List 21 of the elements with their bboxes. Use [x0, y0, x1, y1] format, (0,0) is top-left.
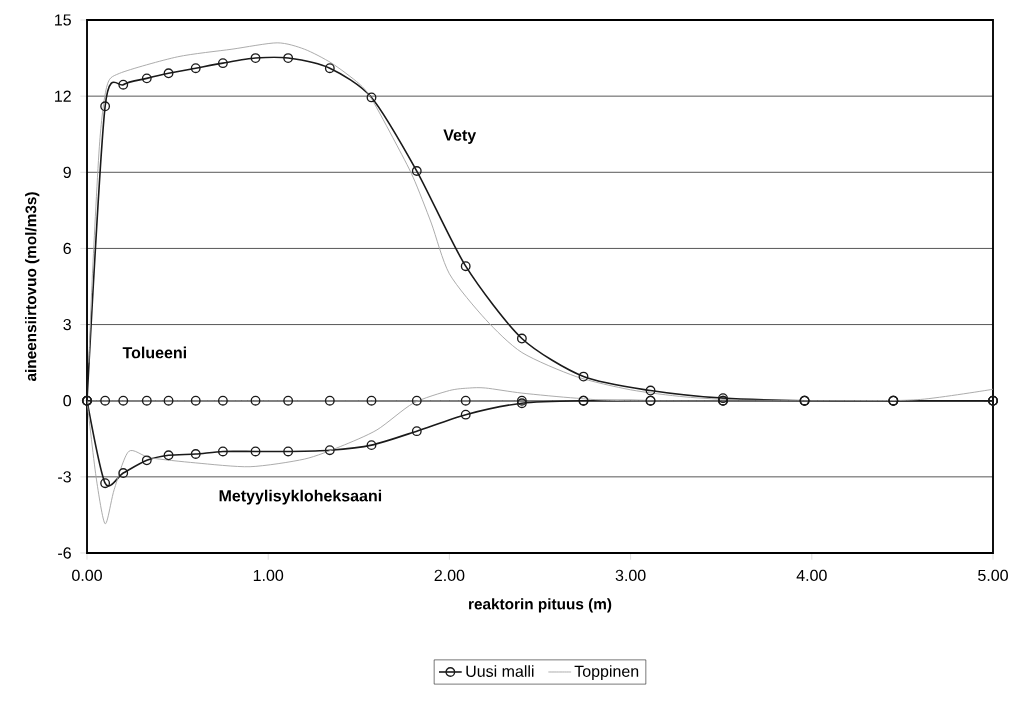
annotation: Tolueeni [122, 346, 186, 359]
x-tick-label: 0.00 [72, 569, 102, 582]
y-tick-label: -3 [58, 471, 71, 483]
annotation: Metyylisykloheksaani [219, 489, 382, 505]
y-tick-label: 15 [55, 14, 71, 26]
annotation: Vety [443, 129, 477, 144]
legend-label: Toppinen [574, 665, 639, 681]
x-tick-label: 3.00 [615, 569, 646, 582]
y-tick-label: 9 [63, 166, 71, 178]
y-tick-label: 12 [55, 90, 71, 102]
y-tick-label: 0 [63, 395, 72, 407]
x-axis-title: reaktorin pituus (m) [469, 598, 612, 613]
x-tick-label: 1.00 [253, 569, 284, 582]
y-tick-label: 3 [63, 318, 71, 331]
y-tick-label: -6 [58, 547, 71, 559]
legend-label: Uusi malli [466, 665, 534, 677]
y-axis-title: aineensiirtovuo (mol/m3s) [25, 192, 40, 382]
x-tick-label: 4.00 [796, 569, 827, 582]
x-tick-label: 2.00 [434, 569, 465, 582]
y-tick-label: 6 [63, 242, 71, 255]
x-tick-label: 5.00 [978, 569, 1008, 582]
